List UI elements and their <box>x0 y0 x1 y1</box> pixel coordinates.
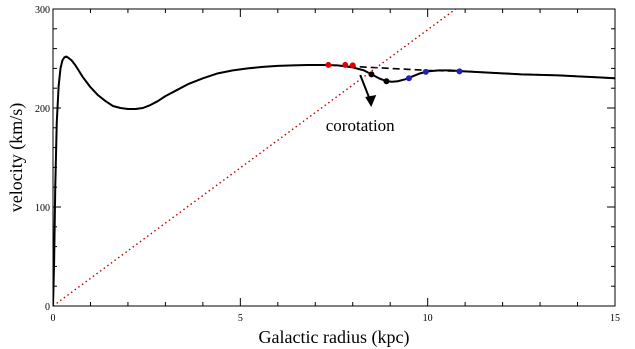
data-point-marker <box>368 71 375 78</box>
y-tick-label: 300 <box>35 5 50 16</box>
x-tick-label: 5 <box>238 313 243 324</box>
annotation-layer: corotation <box>326 74 395 135</box>
x-tick-label: 10 <box>423 313 433 324</box>
y-axis-label: velocity (km/s) <box>6 103 27 212</box>
x-tick-label: 15 <box>610 313 620 324</box>
y-tick-label: 0 <box>45 302 50 313</box>
corotation-arrowhead <box>365 95 377 107</box>
marker-layer <box>325 61 463 85</box>
x-tick-label: 0 <box>51 313 56 324</box>
corotation-annotation: corotation <box>326 116 395 135</box>
series-layer <box>53 9 615 306</box>
data-point-marker <box>456 68 463 75</box>
data-point-marker <box>383 78 390 85</box>
y-tick-label: 200 <box>35 104 50 115</box>
series-line-dashed <box>337 64 615 80</box>
x-axis-label: Galactic radius (kpc) <box>259 327 410 348</box>
data-point-marker <box>342 61 349 68</box>
axes-layer: 0 5 10 15 0 100 200 300 <box>35 5 620 324</box>
data-point-marker <box>325 61 332 68</box>
data-point-marker <box>422 68 429 75</box>
data-point-marker <box>405 75 412 82</box>
plot-frame <box>52 8 616 307</box>
series-line-dotted <box>53 9 457 306</box>
y-tick-label: 100 <box>35 203 50 214</box>
data-point-marker <box>349 62 356 69</box>
series-line-solid <box>53 55 615 306</box>
